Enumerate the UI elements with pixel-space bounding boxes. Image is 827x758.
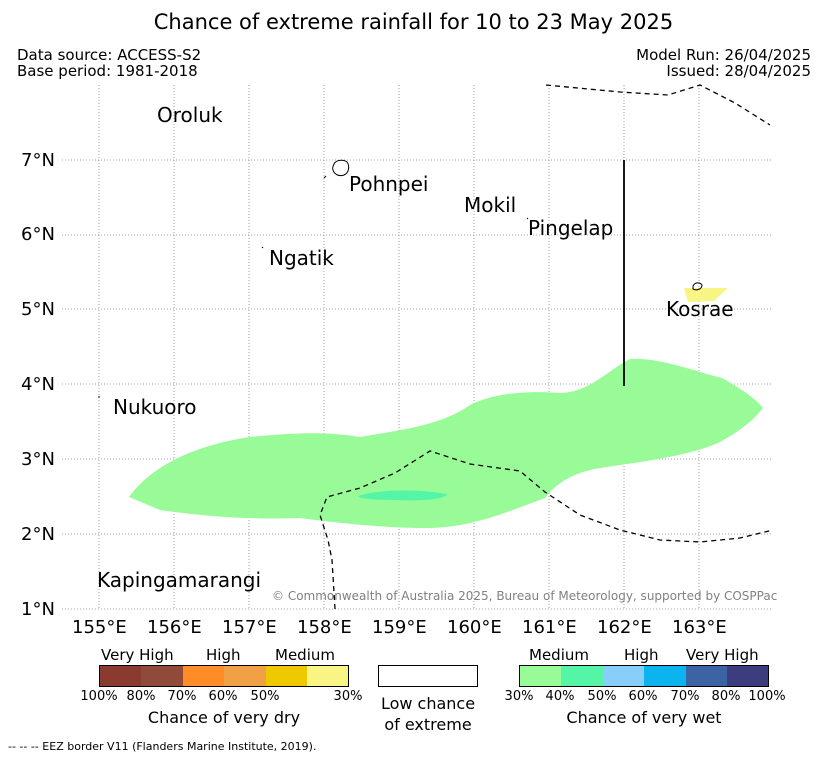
lon-tick: 159°E (372, 617, 427, 638)
lat-tick: 6°N (21, 224, 55, 245)
dry-color-swatch (183, 666, 224, 686)
place-nukuoro: Nukuoro (113, 395, 197, 419)
dry-color-swatch (141, 666, 183, 686)
wet-40-50-region (358, 490, 447, 501)
dry-legend-very-high: Very High (101, 646, 174, 664)
place-ngatik: Ngatik (269, 246, 334, 270)
lat-tick: 7°N (21, 150, 55, 171)
dry-tick: 100% (80, 689, 118, 704)
place-kosrae: Kosrae (666, 297, 734, 321)
eez-borders (319, 84, 774, 610)
copyright-notice: © Commonwealth of Australia 2025, Bureau… (272, 589, 778, 603)
place-kapingamarangi: Kapingamarangi (97, 568, 262, 592)
wet-legend-medium: Medium (529, 646, 589, 664)
dry-tick: 60% (208, 689, 238, 704)
eez-footnote: -- -- -- EEZ border V11 (Flanders Marine… (8, 740, 317, 753)
wet-tick: 40% (545, 689, 575, 704)
meta-right: Model Run: 26/04/2025 Issued: 28/04/2025 (636, 47, 811, 79)
dry-legend-medium: Medium (275, 646, 335, 664)
issued-date: Issued: 28/04/2025 (666, 62, 811, 80)
wet-color-swatch (686, 666, 727, 686)
low-chance-box (378, 665, 478, 687)
wet-legend-high: High (624, 646, 659, 664)
lon-tick: 158°E (297, 617, 352, 638)
dry-tick: 30% (333, 689, 363, 704)
wet-color-swatch (520, 666, 561, 686)
dry-color-swatch (307, 666, 348, 686)
islands (98, 159, 703, 398)
lat-tick: 5°N (21, 299, 55, 320)
page-title: Chance of extreme rainfall for 10 to 23 … (153, 10, 674, 34)
place-mokil: Mokil (464, 193, 517, 217)
lon-tick: 161°E (522, 617, 577, 638)
lon-tick: 157°E (222, 617, 277, 638)
wet-legend-very-high: Very High (686, 646, 759, 664)
place-pohnpei: Pohnpei (349, 172, 429, 196)
model-run: Model Run: 26/04/2025 (636, 46, 811, 64)
wet-color-swatch (603, 666, 644, 686)
wet-colorbar (519, 665, 769, 687)
graticule (62, 85, 773, 610)
lon-tick: 155°E (72, 617, 127, 638)
dry-tick: 80% (126, 689, 156, 704)
pingelap-atoll-mark (526, 217, 529, 220)
wet-tick: 80% (711, 689, 741, 704)
low-chance-line2: of extreme (384, 715, 472, 734)
dry-legend-caption: Chance of very dry (147, 708, 301, 727)
base-period: Base period: 1981-2018 (17, 62, 198, 80)
wet-tick: 100% (748, 689, 786, 704)
wet-legend-caption: Chance of very wet (566, 708, 722, 727)
lon-tick: 156°E (147, 617, 202, 638)
wet-30-40-region (129, 358, 763, 528)
lat-tick: 4°N (21, 374, 55, 395)
dry-legend-high: High (206, 646, 241, 664)
lat-tick: 2°N (21, 524, 55, 545)
wet-tick: 70% (670, 689, 700, 704)
ngatik-atoll-mark (261, 246, 264, 249)
data-source: Data source: ACCESS-S2 (17, 46, 202, 64)
place-oroluk: Oroluk (157, 103, 223, 127)
place-pingelap: Pingelap (528, 216, 614, 240)
dry-30-50-region (684, 288, 728, 302)
dry-tick: 70% (167, 689, 197, 704)
low-chance-caption: Low chance of extreme (368, 693, 488, 735)
dry-colorbar (99, 665, 349, 687)
pohnpei-atoll-mark (323, 175, 327, 179)
wet-tick: 30% (504, 689, 534, 704)
lat-tick: 3°N (21, 449, 55, 470)
meta-left: Data source: ACCESS-S2 Base period: 1981… (17, 47, 201, 79)
pohnpei-island (332, 159, 350, 177)
wet-tick: 60% (628, 689, 658, 704)
low-chance-line1: Low chance (380, 694, 476, 713)
wet-color-swatch (644, 666, 686, 686)
lon-tick: 162°E (597, 617, 652, 638)
wet-color-swatch (561, 666, 603, 686)
wet-color-swatch (727, 666, 768, 686)
dry-color-swatch (266, 666, 307, 686)
dry-color-swatch (224, 666, 266, 686)
kosrae-island (692, 282, 703, 291)
lon-tick: 163°E (672, 617, 727, 638)
dry-color-swatch (100, 666, 141, 686)
lon-tick: 160°E (447, 617, 502, 638)
dry-tick: 50% (250, 689, 280, 704)
wet-tick: 50% (587, 689, 617, 704)
lat-tick: 1°N (21, 599, 55, 620)
